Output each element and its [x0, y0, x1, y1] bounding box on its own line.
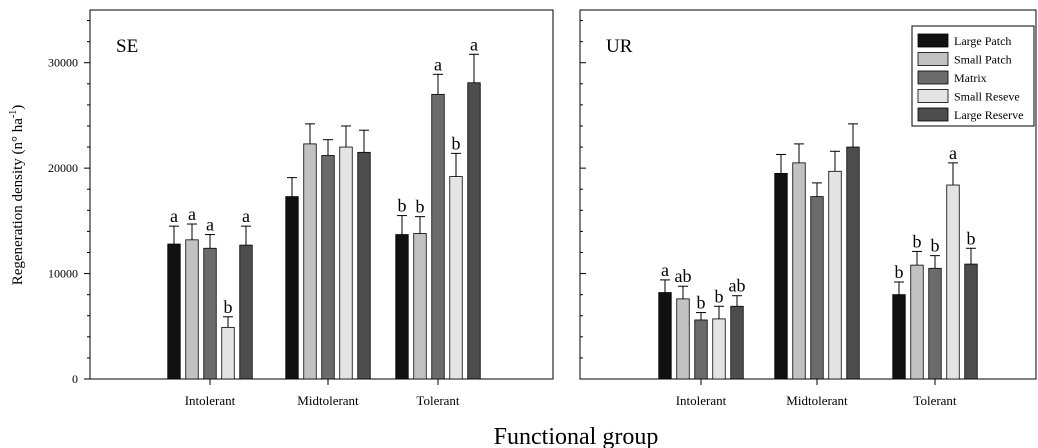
y-tick-label: 0: [72, 372, 78, 386]
significance-letter: b: [416, 197, 425, 217]
bar: [946, 184, 960, 380]
bar: [431, 93, 445, 380]
significance-letter: b: [913, 231, 922, 251]
panel-label: UR: [606, 36, 633, 57]
bar: [357, 151, 371, 380]
y-axis-label: Regeneration density (n° ha-1): [8, 105, 26, 286]
significance-letter: ab: [675, 266, 692, 286]
legend-swatch: [917, 52, 949, 66]
bar: [964, 263, 978, 380]
bar: [846, 146, 860, 380]
significance-letter: b: [697, 293, 706, 313]
significance-letter: b: [967, 228, 976, 248]
x-tick-label: Intolerant: [676, 393, 727, 408]
bar: [339, 146, 353, 380]
bar: [658, 292, 672, 380]
bar: [910, 264, 924, 380]
x-tick-label: Midtolerant: [786, 393, 848, 408]
x-axis-label: Functional group: [494, 424, 659, 448]
legend-label: Large Patch: [954, 34, 1011, 48]
bar: [676, 298, 690, 380]
bar: [774, 173, 788, 380]
significance-letter: a: [242, 206, 250, 226]
significance-letter: b: [224, 297, 233, 317]
panel-se: 0 10000 20000 30000 Intolerant Midtolerant Tol…: [48, 9, 554, 408]
bar: [694, 319, 708, 380]
significance-letter: ab: [729, 276, 746, 296]
legend-label: Small Patch: [954, 53, 1012, 67]
bar: [221, 326, 235, 380]
legend-swatch: [917, 33, 949, 48]
bar: [167, 243, 181, 380]
legend-label: Large Reserve: [954, 108, 1023, 122]
significance-letter: b: [931, 236, 940, 256]
bar: [395, 234, 409, 380]
significance-letter: a: [661, 260, 669, 280]
bar: [239, 244, 253, 380]
bar: [712, 318, 726, 380]
bar: [928, 267, 942, 380]
x-tick-label: Tolerant: [416, 393, 460, 408]
bar: [413, 233, 427, 380]
y-tick-label: 10000: [48, 267, 78, 281]
bar: [185, 239, 199, 380]
legend-label: Small Reseve: [954, 90, 1020, 104]
significance-letter: a: [949, 143, 957, 163]
significance-letter: a: [470, 34, 478, 54]
panel-label: SE: [116, 36, 138, 57]
bar: [810, 196, 824, 380]
significance-letter: a: [188, 204, 196, 224]
significance-letter: b: [452, 133, 461, 153]
bar: [730, 305, 744, 380]
y-tick-label: 30000: [48, 56, 78, 70]
x-tick-label: Tolerant: [913, 393, 957, 408]
legend-swatch: [917, 70, 949, 85]
significance-letter: b: [895, 262, 904, 282]
y-tick-label: 20000: [48, 161, 78, 175]
significance-letter: b: [398, 196, 407, 216]
significance-letter: a: [206, 215, 214, 235]
bar: [892, 294, 906, 380]
bar: [828, 170, 842, 380]
bar: [792, 162, 806, 380]
legend-label: Matrix: [954, 71, 987, 85]
x-tick-label: Intolerant: [185, 393, 236, 408]
bar: [303, 143, 317, 380]
significance-letter: b: [715, 286, 724, 306]
bar: [467, 82, 481, 380]
bar: [203, 247, 217, 380]
legend-swatch: [917, 107, 949, 122]
significance-letter: a: [170, 206, 178, 226]
x-tick-label: Midtolerant: [297, 393, 359, 408]
bar: [321, 155, 335, 380]
bar: [449, 176, 463, 380]
legend-swatch: [917, 89, 949, 103]
bar: [285, 196, 299, 380]
plot-frame: [579, 9, 1037, 380]
significance-letter: a: [434, 54, 442, 74]
